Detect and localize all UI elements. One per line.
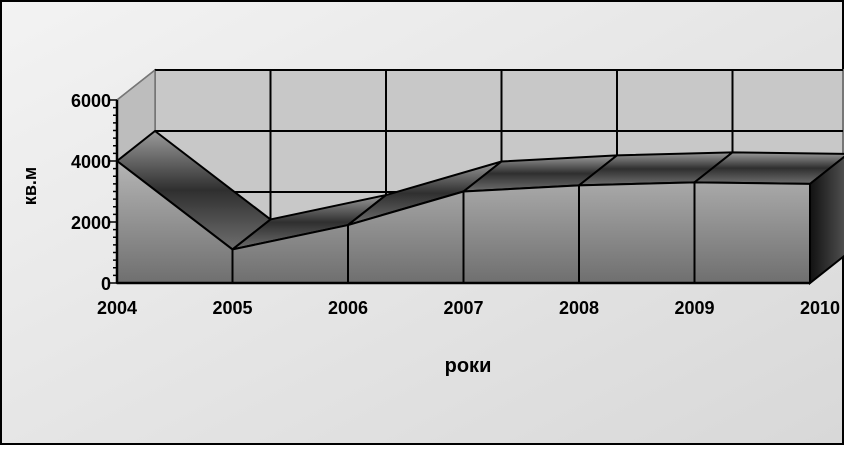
- x-tick-label: 2010: [800, 298, 840, 318]
- y-axis-title: кв.м: [20, 167, 40, 205]
- x-tick-label: 2009: [674, 298, 714, 318]
- x-tick-label: 2007: [443, 298, 483, 318]
- x-tick-label: 2006: [328, 298, 368, 318]
- y-tick-label: 2000: [71, 213, 111, 233]
- x-tick-label: 2004: [97, 298, 137, 318]
- x-tick-label: 2005: [212, 298, 252, 318]
- y-tick-label: 0: [101, 274, 111, 294]
- x-axis-title: роки: [445, 355, 492, 377]
- x-tick-label: 2008: [559, 298, 599, 318]
- y-tick-label: 6000: [71, 91, 111, 111]
- y-tick-label: 4000: [71, 152, 111, 172]
